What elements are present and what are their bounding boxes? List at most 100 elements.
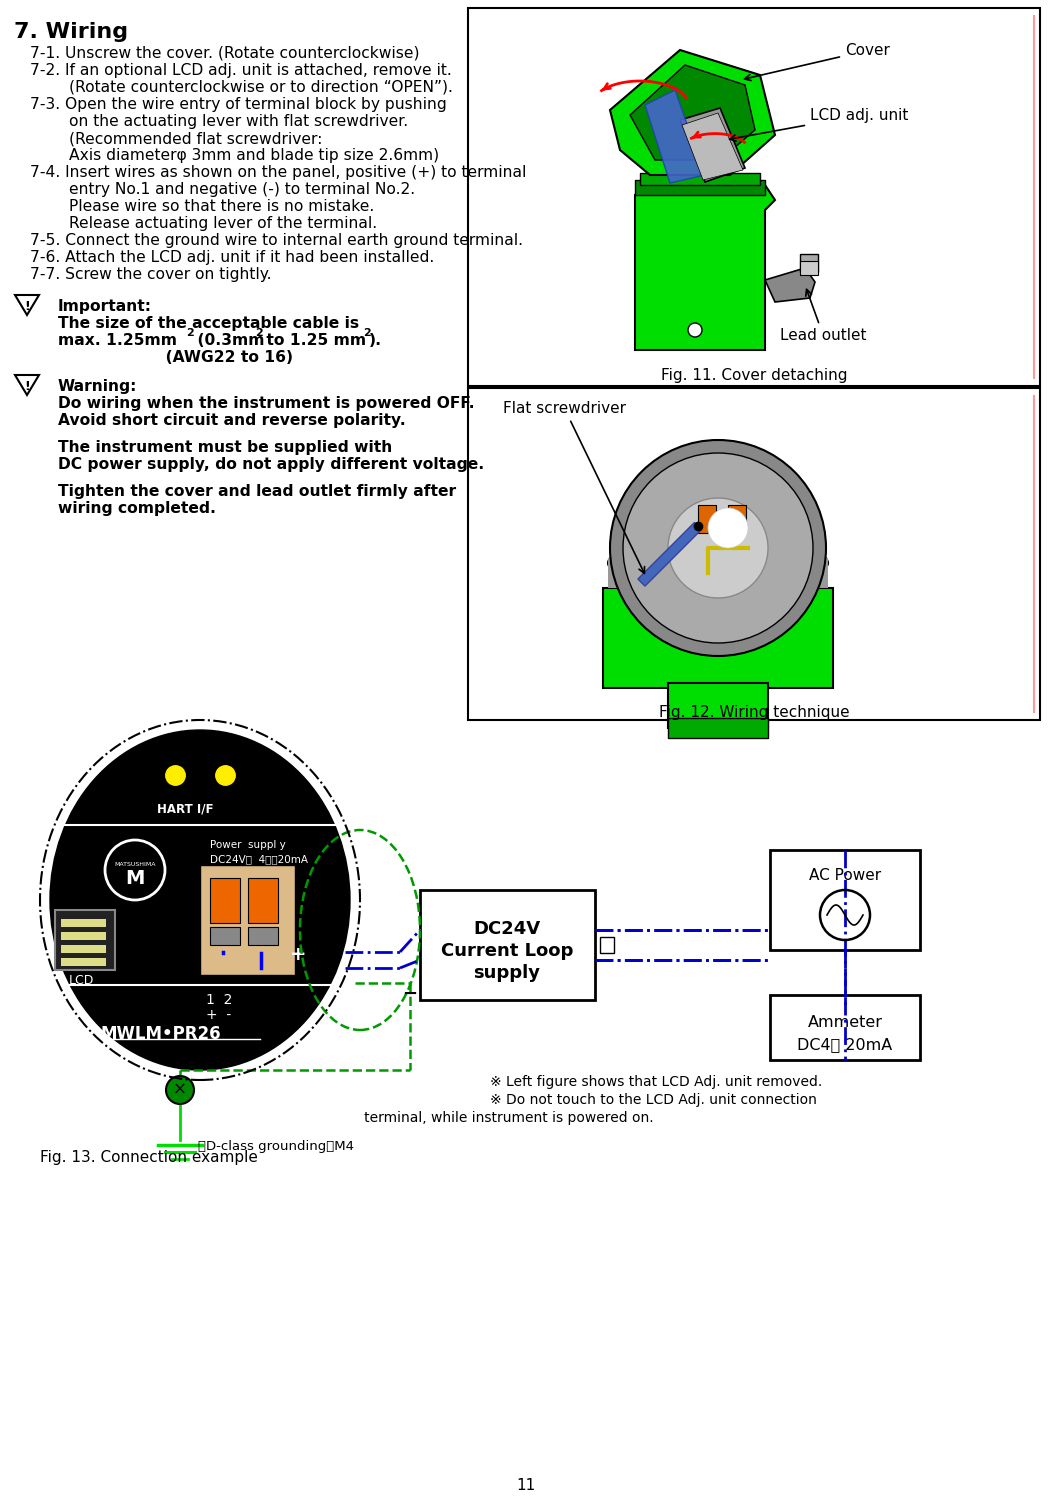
- Text: 2: 2: [363, 328, 370, 339]
- Circle shape: [708, 508, 748, 548]
- Bar: [728, 505, 746, 533]
- Polygon shape: [610, 49, 775, 175]
- Text: 7-2. If an optional LCD adj. unit is attached, remove it.: 7-2. If an optional LCD adj. unit is att…: [31, 63, 451, 78]
- Circle shape: [105, 840, 165, 900]
- Bar: [468, 388, 1040, 721]
- Text: (0.3mm: (0.3mm: [193, 333, 264, 348]
- Text: AC Power: AC Power: [809, 867, 882, 882]
- Text: 7. Wiring: 7. Wiring: [14, 22, 128, 42]
- Polygon shape: [680, 108, 745, 181]
- Text: (Recommended flat screwdriver:: (Recommended flat screwdriver:: [31, 130, 322, 145]
- Bar: [61, 932, 106, 941]
- Text: on the actuating lever with flat screwdriver.: on the actuating lever with flat screwdr…: [31, 114, 408, 129]
- Polygon shape: [682, 112, 743, 180]
- Text: Do wiring when the instrument is powered OFF.: Do wiring when the instrument is powered…: [58, 395, 474, 410]
- Bar: [210, 878, 240, 923]
- Text: !: !: [24, 301, 29, 313]
- Ellipse shape: [608, 538, 828, 589]
- Bar: [800, 261, 818, 276]
- Circle shape: [668, 497, 768, 598]
- Text: 1  2: 1 2: [206, 993, 232, 1007]
- Text: The instrument must be supplied with: The instrument must be supplied with: [58, 440, 392, 455]
- Text: 7-6. Attach the LCD adj. unit if it had been installed.: 7-6. Attach the LCD adj. unit if it had …: [31, 250, 434, 265]
- Bar: [468, 7, 1040, 386]
- Text: +  -: + -: [206, 1008, 231, 1022]
- Text: !: !: [24, 380, 29, 394]
- Text: Current Loop: Current Loop: [441, 942, 573, 960]
- Bar: [770, 849, 920, 950]
- Text: +: +: [290, 945, 306, 965]
- Text: −: −: [402, 986, 418, 1004]
- Circle shape: [610, 440, 826, 656]
- Bar: [55, 909, 115, 971]
- Bar: [640, 172, 760, 184]
- Text: Important:: Important:: [58, 300, 151, 315]
- Bar: [697, 505, 716, 533]
- Text: 11: 11: [517, 1479, 535, 1494]
- Text: LCD adj. unit: LCD adj. unit: [730, 108, 908, 141]
- Text: ※ Do not touch to the LCD Adj. unit connection: ※ Do not touch to the LCD Adj. unit conn…: [490, 1094, 816, 1107]
- Circle shape: [166, 1076, 194, 1104]
- Text: Fig. 12. Wiring technique: Fig. 12. Wiring technique: [659, 706, 849, 721]
- Text: 7-7. Screw the cover on tightly.: 7-7. Screw the cover on tightly.: [31, 267, 271, 282]
- Text: Warning:: Warning:: [58, 379, 138, 394]
- Text: Avoid short circuit and reverse polarity.: Avoid short circuit and reverse polarity…: [58, 413, 406, 428]
- Text: (Rotate counterclockwise or to direction “OPEN”).: (Rotate counterclockwise or to direction…: [31, 79, 452, 94]
- Text: ※ Left figure shows that LCD Adj. unit removed.: ※ Left figure shows that LCD Adj. unit r…: [490, 1076, 823, 1089]
- Text: Please wire so that there is no mistake.: Please wire so that there is no mistake.: [31, 199, 375, 214]
- Bar: [61, 959, 106, 966]
- Text: DC4～ 20mA: DC4～ 20mA: [797, 1037, 893, 1052]
- Bar: [248, 878, 278, 923]
- Text: 2: 2: [255, 328, 263, 339]
- Bar: [210, 927, 240, 945]
- Bar: [770, 995, 920, 1061]
- Text: terminal, while instrument is powered on.: terminal, while instrument is powered on…: [350, 1112, 653, 1125]
- Text: (AWG22 to 16): (AWG22 to 16): [58, 351, 294, 366]
- Text: supply: supply: [473, 965, 541, 983]
- Text: Lead outlet: Lead outlet: [780, 289, 867, 343]
- Bar: [600, 938, 614, 953]
- Circle shape: [623, 452, 813, 643]
- Bar: [61, 945, 106, 953]
- Polygon shape: [635, 184, 775, 351]
- Circle shape: [688, 324, 702, 337]
- Text: 7-3. Open the wire entry of terminal block by pushing: 7-3. Open the wire entry of terminal blo…: [31, 97, 447, 112]
- Text: 7-5. Connect the ground wire to internal earth ground terminal.: 7-5. Connect the ground wire to internal…: [31, 234, 523, 249]
- Bar: [800, 255, 818, 273]
- Text: ).: ).: [369, 333, 382, 348]
- Text: DC power supply, do not apply different voltage.: DC power supply, do not apply different …: [58, 457, 484, 472]
- Text: Tighten the cover and lead outlet firmly after: Tighten the cover and lead outlet firmly…: [58, 484, 457, 499]
- Text: Power  suppl y: Power suppl y: [210, 840, 286, 849]
- Text: to 1.25 mm: to 1.25 mm: [261, 333, 366, 348]
- Bar: [635, 180, 765, 195]
- Bar: [420, 890, 595, 1001]
- Text: entry No.1 and negative (-) to terminal No.2.: entry No.1 and negative (-) to terminal …: [31, 181, 416, 198]
- Text: ×: ×: [174, 1082, 187, 1100]
- Text: Axis diameterφ 3mm and blade tip size 2.6mm): Axis diameterφ 3mm and blade tip size 2.…: [31, 148, 439, 163]
- Text: 2: 2: [186, 328, 194, 339]
- Ellipse shape: [50, 730, 350, 1070]
- Text: Fig. 13. Connection example: Fig. 13. Connection example: [40, 1150, 258, 1165]
- Text: Flat screwdriver: Flat screwdriver: [503, 401, 645, 574]
- Polygon shape: [630, 64, 755, 160]
- Text: MATSUSHIMA: MATSUSHIMA: [115, 861, 156, 867]
- Polygon shape: [15, 295, 39, 315]
- Polygon shape: [638, 523, 702, 586]
- Text: Release actuating lever of the terminal.: Release actuating lever of the terminal.: [31, 216, 377, 231]
- Text: DC24V，  4．．20mA: DC24V， 4．．20mA: [210, 854, 308, 864]
- Text: The size of the acceptable cable is: The size of the acceptable cable is: [58, 316, 359, 331]
- Polygon shape: [15, 374, 39, 395]
- Bar: [668, 718, 768, 739]
- Text: wiring completed.: wiring completed.: [58, 500, 216, 515]
- Bar: [61, 918, 106, 927]
- Bar: [608, 557, 828, 589]
- Text: M: M: [125, 869, 145, 887]
- Text: Ammeter: Ammeter: [808, 1016, 883, 1031]
- Text: HART I/F: HART I/F: [157, 801, 214, 815]
- Text: 7-1. Unscrew the cover. (Rotate counterclockwise): 7-1. Unscrew the cover. (Rotate counterc…: [31, 46, 420, 61]
- Text: 7-4. Insert wires as shown on the panel, positive (+) to terminal: 7-4. Insert wires as shown on the panel,…: [31, 165, 526, 180]
- Polygon shape: [765, 268, 815, 303]
- Text: Fig. 11. Cover detaching: Fig. 11. Cover detaching: [661, 369, 847, 383]
- Text: LCD: LCD: [69, 974, 95, 987]
- Polygon shape: [645, 90, 705, 183]
